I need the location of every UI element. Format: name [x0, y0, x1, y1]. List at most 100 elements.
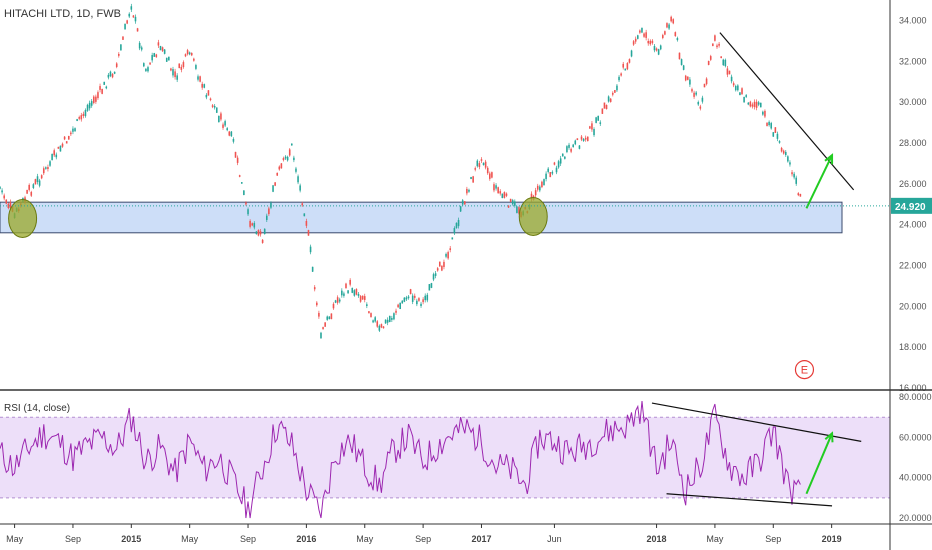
candle-body — [699, 106, 702, 109]
candle-body — [601, 108, 604, 114]
candle-body — [655, 48, 658, 51]
candle-body — [461, 200, 464, 205]
candle-body — [449, 248, 452, 250]
candle-body — [236, 157, 239, 163]
candle-body — [441, 265, 443, 271]
candle-body — [507, 205, 510, 208]
candle-body — [530, 193, 533, 200]
candle-body — [411, 295, 414, 302]
candle-body — [220, 113, 222, 120]
candle-body — [118, 53, 120, 56]
candle-body — [770, 123, 772, 129]
candle-body — [40, 175, 43, 179]
candle-body — [797, 193, 800, 196]
candle-body — [361, 295, 364, 300]
candle-body — [147, 67, 149, 72]
candle-body — [578, 145, 581, 149]
candle-body — [180, 66, 183, 70]
candle-body — [687, 76, 689, 80]
candle-body — [309, 246, 312, 253]
candle-body — [768, 121, 770, 126]
candle-body — [320, 332, 322, 339]
candle-body — [232, 139, 235, 142]
candle-body — [45, 167, 47, 169]
candle-body — [436, 268, 439, 271]
candle-body — [303, 213, 306, 217]
candle-body — [286, 156, 289, 161]
candle-body — [734, 85, 737, 91]
candle-body — [659, 45, 662, 50]
candle-body — [497, 187, 499, 194]
x-tick-label: Sep — [415, 534, 431, 544]
candle-body — [618, 76, 620, 81]
candle-body — [197, 76, 199, 80]
candle-body — [122, 36, 124, 40]
candle-body — [791, 172, 793, 175]
chart-title: HITACHI LTD, 1D, FWB — [4, 8, 121, 20]
candle-body — [670, 16, 672, 22]
candle-body — [651, 40, 654, 44]
price-tick-label: 32.000 — [899, 56, 927, 66]
price-arrow-head — [824, 153, 834, 165]
candle-body — [82, 113, 85, 116]
candle-body — [388, 315, 391, 322]
candle-body — [430, 283, 433, 288]
rsi-arrow-head — [824, 431, 834, 443]
candle-body — [753, 101, 756, 108]
candle-body — [501, 193, 504, 199]
candle-body — [120, 44, 122, 51]
candle-body — [447, 252, 449, 259]
candle-body — [332, 303, 335, 309]
candle-body — [630, 50, 633, 57]
x-tick-label: May — [6, 534, 24, 544]
candle-body — [591, 123, 593, 130]
candle-body — [161, 47, 164, 52]
candle-body — [132, 15, 135, 18]
candle-body — [382, 326, 385, 329]
candle-body — [451, 237, 454, 240]
candle-body — [182, 62, 185, 68]
candle-body — [386, 319, 389, 323]
candle-body — [609, 98, 612, 102]
candle-body — [155, 54, 158, 58]
candle-body — [249, 220, 251, 227]
candle-body — [297, 176, 299, 183]
candle-body — [316, 302, 318, 306]
candle-body — [334, 300, 337, 303]
candle-body — [0, 186, 1, 189]
candle-body — [466, 188, 468, 194]
candle-body — [755, 101, 758, 108]
candle-body — [668, 24, 670, 29]
candle-body — [653, 46, 656, 51]
candle-body — [572, 144, 574, 148]
candle-body — [143, 63, 145, 67]
candle-body — [311, 266, 314, 272]
candle-body — [614, 89, 616, 93]
candle-body — [65, 141, 68, 144]
candle-body — [516, 206, 518, 213]
price-tick-label: 30.000 — [899, 97, 927, 107]
candle-body — [766, 122, 768, 126]
rsi-trendline — [651, 402, 862, 442]
candle-body — [101, 88, 103, 94]
candle-body — [97, 92, 99, 99]
x-tick-label: 2018 — [647, 534, 667, 544]
candle-body — [418, 298, 420, 301]
candle-body — [322, 327, 324, 330]
candle-body — [78, 117, 81, 119]
candle-body — [218, 115, 220, 123]
last-price-label: 24.920 — [895, 202, 926, 213]
candle-body — [226, 128, 228, 131]
candle-body — [468, 189, 470, 192]
candle-body — [318, 312, 320, 317]
candle-body — [86, 104, 89, 111]
candle-body — [420, 303, 422, 306]
candle-body — [76, 119, 78, 122]
candle-body — [574, 140, 577, 145]
candle-body — [384, 319, 387, 324]
candle-body — [457, 220, 460, 227]
candle-body — [176, 75, 178, 80]
candle-body — [705, 78, 708, 85]
candle-body — [570, 148, 572, 152]
candle-body — [261, 239, 264, 243]
